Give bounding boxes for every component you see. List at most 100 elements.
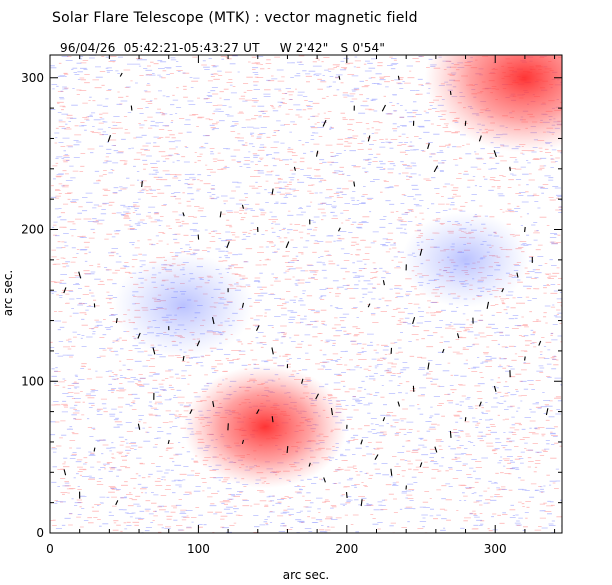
- field-vector: [63, 287, 67, 294]
- position-west: W 2'42": [279, 41, 329, 55]
- vector-field: [63, 72, 549, 507]
- field-vector: [441, 348, 445, 354]
- field-vector: [212, 400, 215, 408]
- polarity-regions: [113, 55, 562, 489]
- field-vector: [315, 393, 319, 400]
- field-vector: [271, 188, 274, 195]
- field-vector: [360, 439, 363, 445]
- plot-frame: [49, 54, 563, 534]
- positive-polarity-region: [424, 55, 562, 153]
- field-vector: [434, 446, 438, 453]
- field-vector: [338, 227, 341, 232]
- x-tick-label: 200: [335, 542, 358, 556]
- negative-polarity-region: [113, 252, 254, 358]
- field-vector: [478, 135, 482, 142]
- field-vector: [419, 462, 423, 468]
- field-vector: [464, 417, 467, 422]
- field-vector: [286, 446, 289, 454]
- field-vector: [241, 204, 245, 209]
- field-vector: [427, 143, 430, 150]
- field-vector: [412, 317, 416, 325]
- field-vector: [256, 409, 260, 415]
- field-vector: [115, 318, 118, 324]
- field-vector: [381, 104, 386, 112]
- field-vector: [501, 288, 504, 293]
- y-tick-label: 200: [21, 223, 44, 237]
- field-vector: [189, 409, 193, 415]
- field-vector: [182, 212, 185, 217]
- field-vector: [315, 150, 319, 157]
- field-vector: [367, 303, 371, 308]
- negative-noise: [50, 55, 562, 533]
- x-tick-label: 300: [484, 542, 507, 556]
- field-vector: [419, 248, 423, 256]
- field-vector: [293, 166, 296, 171]
- field-vector: [241, 439, 245, 445]
- field-vector: [545, 408, 549, 416]
- chart-subtitle: 96/04/26 05:42:21-05:43:27 UT W 2'42" S …: [52, 27, 385, 55]
- x-axis: 0 100 200 300: [46, 55, 556, 556]
- field-vector: [464, 120, 467, 126]
- field-vector: [196, 340, 201, 347]
- field-vector: [509, 166, 511, 171]
- field-vector: [360, 499, 363, 507]
- field-vector: [397, 75, 400, 80]
- field-vector: [486, 301, 490, 309]
- field-vector: [478, 401, 482, 407]
- observation-date: 96/04/26: [60, 41, 116, 55]
- x-tick-label: 0: [46, 542, 54, 556]
- field-vector: [78, 271, 82, 279]
- field-vector: [382, 280, 385, 286]
- field-vector: [308, 462, 311, 467]
- field-vector: [285, 241, 290, 249]
- field-vector: [241, 302, 245, 308]
- field-vector: [93, 447, 96, 452]
- field-vector: [330, 408, 334, 416]
- chart-title: Solar Flare Telescope (MTK) : vector mag…: [52, 10, 418, 26]
- field-vector: [137, 423, 141, 430]
- field-vector: [427, 362, 430, 370]
- negative-polarity-region: [401, 211, 530, 308]
- observation-time-range: 05:42:21-05:43:27 UT: [123, 41, 260, 55]
- field-vector: [449, 430, 452, 438]
- field-vector: [119, 72, 123, 77]
- field-vector: [256, 325, 260, 332]
- field-vector: [152, 347, 156, 355]
- x-tick-label: 100: [187, 542, 210, 556]
- positive-polarity-region: [183, 365, 348, 489]
- field-vector: [211, 316, 215, 325]
- x-axis-title: arc sec.: [283, 568, 329, 582]
- position-south: S 0'54": [340, 41, 386, 55]
- field-vector: [323, 477, 326, 483]
- field-vector: [115, 500, 119, 506]
- field-vector: [271, 347, 274, 355]
- field-vector: [449, 90, 452, 95]
- field-vector: [107, 135, 112, 142]
- plot-border: [49, 54, 563, 534]
- field-vector: [382, 417, 386, 422]
- field-vector: [226, 241, 230, 249]
- field-vector: [63, 469, 67, 476]
- field-vector: [493, 385, 497, 392]
- field-vector: [182, 355, 185, 361]
- field-vector: [538, 340, 542, 346]
- field-vector: [516, 272, 519, 278]
- y-axis-title: arc sec.: [1, 270, 15, 316]
- field-vector: [338, 75, 341, 80]
- field-vector: [390, 468, 393, 476]
- field-vector: [141, 180, 143, 188]
- field-vector: [397, 401, 401, 407]
- field-vector: [345, 492, 348, 499]
- y-tick-label: 0: [36, 526, 44, 540]
- field-vector: [130, 105, 133, 111]
- field-vector: [271, 416, 274, 423]
- y-tick-label: 100: [21, 374, 44, 388]
- field-vector: [353, 181, 356, 187]
- field-vector: [524, 356, 526, 361]
- y-tick-label: 300: [21, 71, 44, 85]
- y-axis: 0 100 200 300: [21, 71, 562, 540]
- field-vector: [137, 332, 141, 339]
- field-vector: [433, 165, 439, 173]
- field-vector: [367, 135, 371, 142]
